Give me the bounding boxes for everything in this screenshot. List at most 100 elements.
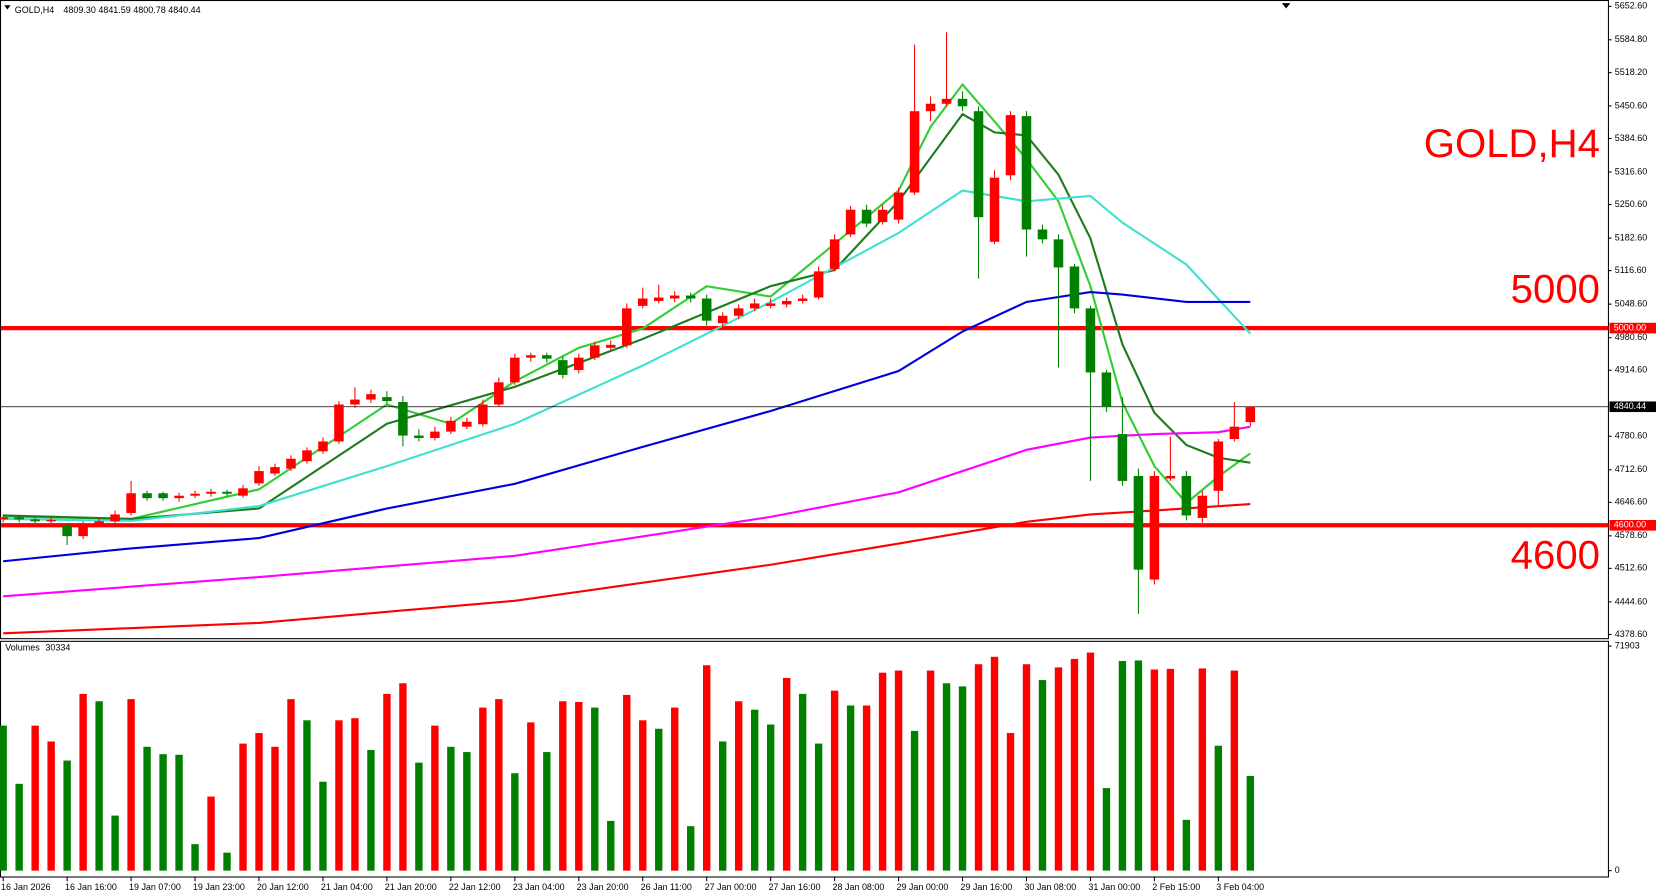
volume-bar (255, 733, 263, 871)
volume-bar (95, 701, 103, 871)
symbol-label: GOLD,H4 (15, 5, 54, 15)
volume-bar (367, 749, 375, 871)
volume-bar (351, 718, 359, 871)
candle-body (1085, 308, 1096, 373)
volume-bar (846, 705, 855, 871)
candle-body (957, 98, 968, 107)
candle-body (973, 111, 984, 218)
volume-bar (591, 707, 599, 871)
candle-body (717, 315, 728, 324)
candle-body (558, 360, 568, 375)
candle-body (1037, 229, 1048, 240)
volume-bar (575, 702, 583, 871)
x-tick-label: 23 Jan 04:00 (513, 882, 565, 892)
candle-body (669, 295, 680, 299)
volume-bar (335, 720, 343, 871)
volume-bar (271, 746, 279, 871)
candle-body (398, 402, 408, 436)
volume-bar (1070, 658, 1079, 871)
volume-tick-label: 71903 (1615, 640, 1640, 650)
candle-body (1069, 266, 1080, 309)
candle-body (829, 239, 840, 269)
x-tick-label: 16 Jan 16:00 (65, 882, 117, 892)
candle-body (574, 357, 584, 370)
candle-body (334, 404, 344, 442)
candle-body (781, 300, 792, 305)
volume-bar (495, 699, 503, 871)
volume-bar (543, 752, 551, 871)
volume-bar (1230, 670, 1239, 871)
x-tick-label: 19 Jan 07:00 (129, 882, 181, 892)
candle-body (989, 177, 1000, 242)
volume-bar (31, 725, 39, 871)
x-tick-label: 19 Jan 23:00 (193, 882, 245, 892)
volume-bar (415, 762, 423, 871)
candle-body (366, 394, 376, 400)
candle-body (350, 399, 360, 405)
candle-body (893, 192, 904, 220)
candle-body (142, 493, 152, 499)
volume-bar (239, 743, 247, 871)
candle-body (414, 435, 424, 439)
candle-body (813, 271, 824, 298)
x-tick-label: 22 Jan 12:00 (449, 882, 501, 892)
volume-bar (910, 730, 919, 871)
volume-bar (1214, 745, 1223, 871)
candle-body (542, 355, 552, 359)
candle-body (78, 525, 88, 537)
volume-bar (862, 705, 871, 871)
candle-body (733, 308, 744, 316)
candle-body (110, 514, 120, 522)
candle-body (590, 345, 600, 358)
candle-body (510, 357, 520, 383)
y-tick-label: 4646.60 (1615, 497, 1647, 507)
candle-body (701, 298, 712, 321)
candle-body (94, 521, 104, 526)
volume-bar (111, 815, 119, 871)
candle-body (653, 297, 664, 301)
candle-body (797, 298, 808, 301)
y-tick-label: 4512.60 (1615, 563, 1647, 573)
candle-body (302, 450, 312, 462)
candle-body (861, 209, 872, 224)
y-tick-label: 4444.60 (1615, 596, 1647, 606)
candle-body (1133, 475, 1144, 570)
volume-bar (1038, 680, 1047, 871)
lines-layer (1, 82, 1609, 635)
x-tick-label: 27 Jan 00:00 (705, 882, 757, 892)
volume-bar (687, 826, 695, 871)
candle-body (270, 467, 280, 474)
x-tick-label: 3 Feb 04:00 (1216, 882, 1264, 892)
moving-average (3, 291, 1251, 563)
price-panel-border (0, 0, 1609, 640)
chart-title: GOLD,H4 (1424, 121, 1600, 166)
y-tick-label: 5116.60 (1615, 265, 1647, 275)
menu-triangle[interactable] (4, 5, 11, 10)
volume-bar (303, 720, 311, 871)
volume-bar (1182, 819, 1191, 871)
volume-bar (894, 670, 903, 871)
volume-bar (798, 693, 807, 871)
volume-bar (926, 670, 935, 871)
volume-bar (191, 844, 199, 871)
volume-bar (958, 686, 967, 871)
candle-body (845, 209, 856, 235)
volume-bar (399, 683, 407, 871)
volume-bar (766, 724, 775, 871)
candle-body (46, 519, 56, 522)
moving-average (3, 503, 1251, 635)
shift-marker (1281, 3, 1291, 9)
level-axis-label: 5000.00 (1614, 322, 1646, 332)
volume-bar (1054, 667, 1063, 871)
volume-bar (942, 683, 951, 871)
volume-bar (974, 664, 983, 871)
candle-body (749, 303, 760, 309)
volume-bar (527, 722, 535, 871)
volume-bar (319, 781, 327, 871)
volume-bar (207, 796, 215, 871)
candle-body (286, 458, 296, 469)
volume-bar (814, 743, 823, 871)
candle-body (526, 355, 536, 358)
volume-bar (79, 693, 87, 871)
volume-label: Volumes (5, 643, 40, 653)
